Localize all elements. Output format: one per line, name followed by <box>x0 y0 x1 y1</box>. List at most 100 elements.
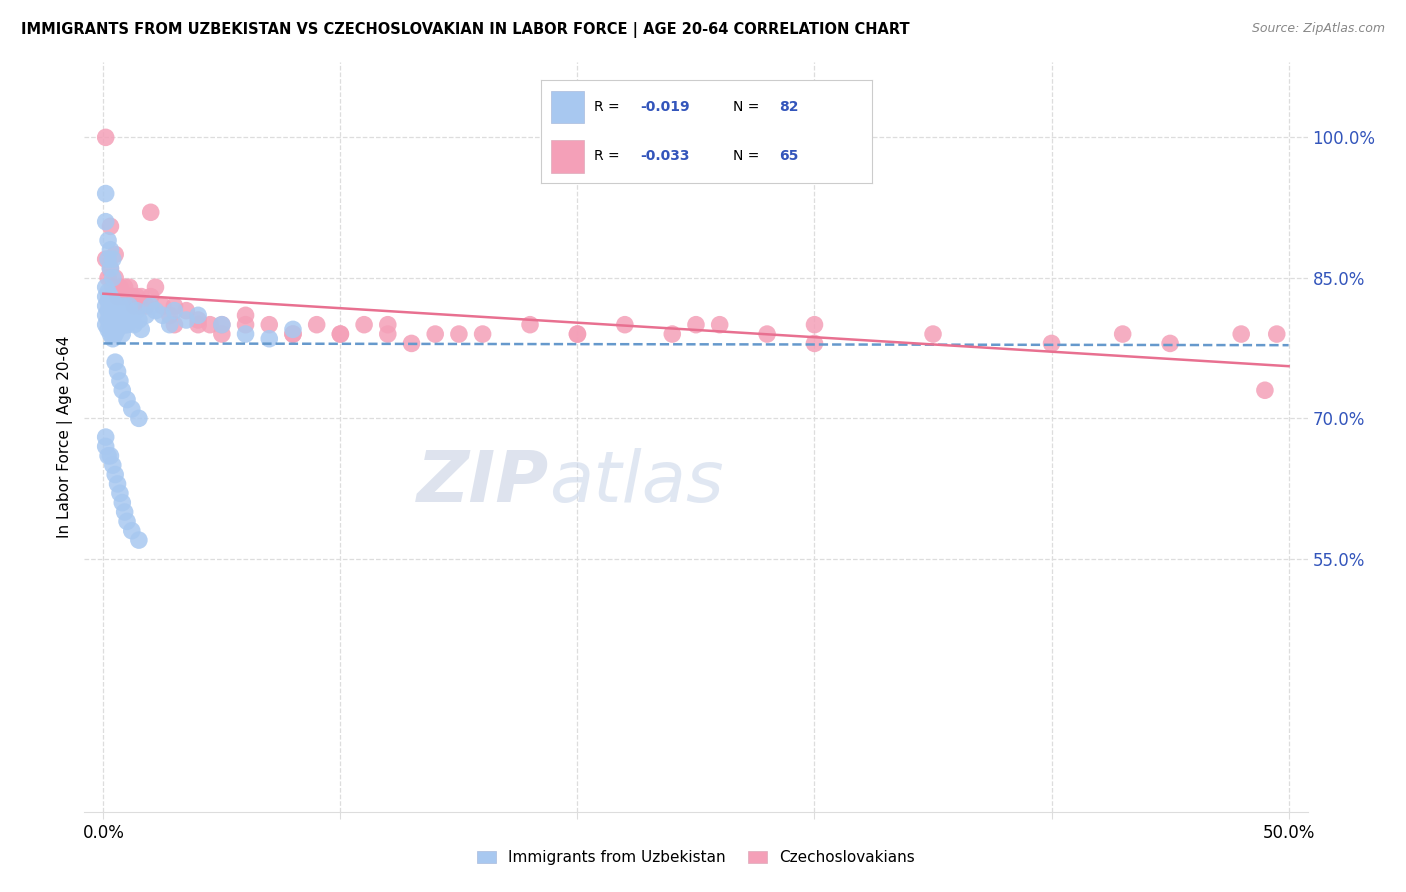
Point <box>114 299 136 313</box>
Point <box>211 318 233 332</box>
Point <box>152 299 174 313</box>
Point <box>115 289 138 303</box>
Point <box>661 326 683 341</box>
Point <box>115 392 138 407</box>
Point <box>567 326 589 341</box>
Point <box>108 374 131 388</box>
Point <box>139 299 162 313</box>
Point <box>122 318 145 332</box>
Point <box>94 318 117 332</box>
Point <box>1159 336 1181 351</box>
FancyBboxPatch shape <box>551 140 585 173</box>
Point <box>139 205 162 219</box>
Point <box>259 332 281 346</box>
Point <box>104 271 127 285</box>
Point <box>128 313 150 327</box>
Point <box>108 486 131 500</box>
Point <box>163 299 186 313</box>
Text: ZIP: ZIP <box>418 448 550 516</box>
Point <box>187 318 209 332</box>
Point <box>100 318 122 332</box>
Point <box>111 326 134 341</box>
Point <box>377 326 399 341</box>
Point <box>94 214 117 228</box>
Point <box>1254 384 1277 398</box>
FancyBboxPatch shape <box>551 91 585 123</box>
Point <box>101 271 124 285</box>
Point <box>104 318 127 332</box>
Point <box>152 308 174 322</box>
Point <box>108 280 131 294</box>
Text: N =: N = <box>733 100 763 114</box>
Point <box>94 299 117 313</box>
Point <box>187 313 209 327</box>
Point <box>104 355 127 369</box>
Point <box>107 313 129 327</box>
Point <box>425 326 447 341</box>
Point <box>97 303 120 318</box>
Point <box>104 308 127 322</box>
Point <box>281 326 304 341</box>
Point <box>305 318 328 332</box>
Point <box>100 261 122 276</box>
Point <box>259 318 281 332</box>
Point <box>122 299 145 313</box>
Point <box>94 289 117 303</box>
Point <box>567 326 589 341</box>
Point <box>922 326 945 341</box>
Point <box>107 365 129 379</box>
Point <box>447 326 470 341</box>
Point <box>145 303 167 318</box>
Point <box>97 294 120 309</box>
Point <box>803 336 825 351</box>
Point <box>97 271 120 285</box>
Point <box>100 261 122 276</box>
Point <box>97 285 120 299</box>
Point <box>174 313 197 327</box>
Y-axis label: In Labor Force | Age 20-64: In Labor Force | Age 20-64 <box>58 336 73 538</box>
Point <box>104 247 127 261</box>
Point <box>100 449 122 463</box>
Text: IMMIGRANTS FROM UZBEKISTAN VS CZECHOSLOVAKIAN IN LABOR FORCE | AGE 20-64 CORRELA: IMMIGRANTS FROM UZBEKISTAN VS CZECHOSLOV… <box>21 22 910 38</box>
Point <box>685 318 707 332</box>
Point <box>115 318 138 332</box>
Point <box>101 313 124 327</box>
Point <box>114 318 136 332</box>
Point <box>187 308 209 322</box>
Point <box>121 524 143 538</box>
Point <box>94 308 117 322</box>
Text: R =: R = <box>595 149 624 163</box>
Point <box>139 289 162 303</box>
Point <box>107 476 129 491</box>
Point <box>128 411 150 425</box>
Text: 82: 82 <box>779 100 799 114</box>
Point <box>94 130 117 145</box>
Point <box>1265 326 1288 341</box>
Point <box>100 299 122 313</box>
Point <box>101 294 124 309</box>
Point <box>101 303 124 318</box>
Point <box>353 318 375 332</box>
Point <box>281 322 304 336</box>
Point <box>281 326 304 341</box>
Point <box>163 303 186 318</box>
Point <box>101 332 124 346</box>
Point <box>1111 326 1133 341</box>
Point <box>125 303 148 318</box>
Point <box>101 280 124 294</box>
Point <box>94 252 117 266</box>
Text: 65: 65 <box>779 149 799 163</box>
Point <box>107 289 129 303</box>
Point <box>97 233 120 247</box>
Point <box>211 318 233 332</box>
Point <box>471 326 494 341</box>
Point <box>129 289 152 303</box>
Point <box>94 430 117 444</box>
Point <box>111 289 134 303</box>
Point <box>121 289 143 303</box>
Point <box>101 252 124 266</box>
Point <box>159 308 181 322</box>
Point <box>803 318 825 332</box>
Point <box>94 439 117 453</box>
Point <box>235 308 257 322</box>
